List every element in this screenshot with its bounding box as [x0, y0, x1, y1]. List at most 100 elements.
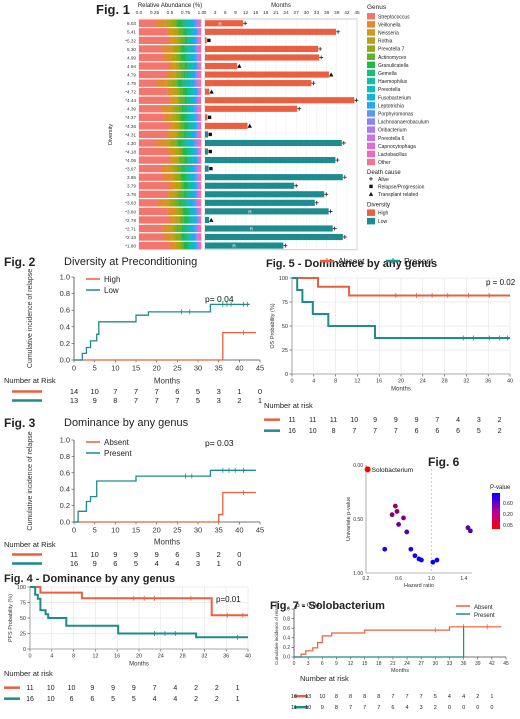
- risk-cell: 0: [448, 705, 451, 711]
- abundance-segment: [166, 130, 170, 139]
- p-value: p= 0.04: [205, 294, 234, 304]
- y-tick-label: 0: [23, 647, 26, 653]
- transplant-marker: [237, 63, 242, 68]
- abundance-segment: [196, 19, 199, 27]
- abundance-segment: [200, 156, 202, 164]
- abundance-segment: [195, 207, 198, 216]
- abundance-segment: [173, 182, 176, 190]
- scatter-point: [364, 466, 371, 473]
- abundance-segment: [168, 96, 171, 104]
- abundance-segment: [169, 62, 172, 70]
- risk-cell: 6: [175, 550, 179, 559]
- duration-bar: [205, 165, 209, 172]
- abundance-segment: [183, 70, 186, 79]
- x-tick-label: 39: [475, 661, 481, 667]
- risk-cell: 7: [377, 705, 380, 711]
- abundance-segment: [198, 105, 200, 113]
- abundance-segment: [193, 79, 197, 87]
- abundance-segment: [156, 19, 165, 27]
- duration-bar: [205, 97, 355, 104]
- abundance-segment: [181, 199, 186, 207]
- diversity-row-label: 4.79: [127, 81, 136, 86]
- abundance-segment: [171, 19, 176, 27]
- abundance-segment: [168, 190, 175, 198]
- abundance-segment: [192, 156, 194, 164]
- months-axis-label: Months: [271, 3, 291, 9]
- abundance-segment: [198, 79, 200, 87]
- abundance-segment: [139, 147, 168, 156]
- abundance-segment: [183, 224, 187, 233]
- duration-bar: [205, 71, 329, 78]
- x-tick-label: 33: [447, 661, 453, 667]
- risk-cell: 1: [217, 559, 221, 568]
- abundance-segment: [191, 19, 194, 27]
- abundance-segment: [191, 88, 195, 96]
- abundance-segment: [197, 88, 199, 96]
- duration-bar: [205, 54, 320, 61]
- abundance-segment: [166, 19, 172, 27]
- abundance-segment: [190, 224, 194, 233]
- diversity-row-label: *4.72: [125, 90, 136, 95]
- abundance-segment: [169, 233, 174, 241]
- abundance-segment: [175, 216, 180, 224]
- abundance-segment: [161, 164, 167, 173]
- alive-marker: [324, 192, 329, 197]
- abundance-segment: [197, 53, 199, 62]
- abundance-segment: [195, 139, 197, 147]
- risk-cell: 7: [349, 705, 352, 711]
- y-axis-label: Cumulative incidence of relapse: [27, 269, 34, 368]
- genus-label: Other: [378, 160, 391, 166]
- genus-label: Prevotella 6: [378, 136, 405, 142]
- abundance-segment: [199, 207, 201, 216]
- x-tick-label: 18: [376, 661, 382, 667]
- abundance-segment: [194, 147, 196, 156]
- genus-swatch: [367, 69, 375, 77]
- abundance-segment: [193, 233, 195, 241]
- abundance-segment: [199, 28, 201, 36]
- abundance-segment: [196, 88, 198, 96]
- risk-cell: 16: [291, 694, 297, 700]
- risk-cell: 4: [175, 559, 179, 568]
- abundance-segment: [199, 28, 201, 36]
- abundance-segment: [200, 241, 202, 250]
- risk-cell: 1: [237, 387, 241, 396]
- abundance-segment: [184, 45, 188, 53]
- y-tick-label: 0.4: [60, 485, 70, 494]
- abundance-segment: [194, 207, 196, 216]
- abundance-segment: [156, 199, 164, 207]
- abundance-segment: [199, 88, 201, 96]
- abundance-segment: [198, 190, 200, 198]
- risk-cell: 0: [490, 705, 493, 711]
- risk-cell: 4: [448, 694, 451, 700]
- abundance-segment: [198, 19, 200, 27]
- abundance-segment: [180, 147, 184, 156]
- abundance-segment: [199, 45, 202, 53]
- y-tick-label: 0.6: [60, 468, 70, 477]
- abundance-segment: [162, 173, 171, 181]
- risk-cell: 10: [319, 694, 325, 700]
- abundance-segment: [197, 122, 199, 130]
- abundance-segment: [175, 207, 179, 216]
- abundance-segment: [198, 62, 199, 70]
- abundance-segment: [198, 28, 200, 36]
- abundance-segment: [193, 88, 195, 96]
- abundance-segment: [165, 79, 169, 87]
- abundance-segment: [196, 147, 198, 156]
- fig2-label: Fig. 2: [4, 255, 36, 269]
- scatter-point: [434, 557, 440, 563]
- scatter-point: [382, 546, 388, 552]
- risk-cell: 6: [415, 428, 419, 435]
- y-tick-label: 0.8: [60, 289, 70, 298]
- abundance-segment: [139, 224, 163, 233]
- genus-swatch: [367, 53, 375, 60]
- diversity-row-label: *4.36: [125, 124, 136, 129]
- scatter-point: [394, 509, 400, 514]
- abundance-segment: [193, 122, 196, 130]
- abundance-segment: [172, 216, 176, 224]
- abundance-segment: [194, 224, 196, 233]
- abundance-segment: [169, 216, 173, 224]
- diversity-row-label: *3.60: [125, 209, 136, 214]
- abundance-segment: [189, 173, 193, 181]
- abundance-segment: [171, 88, 175, 96]
